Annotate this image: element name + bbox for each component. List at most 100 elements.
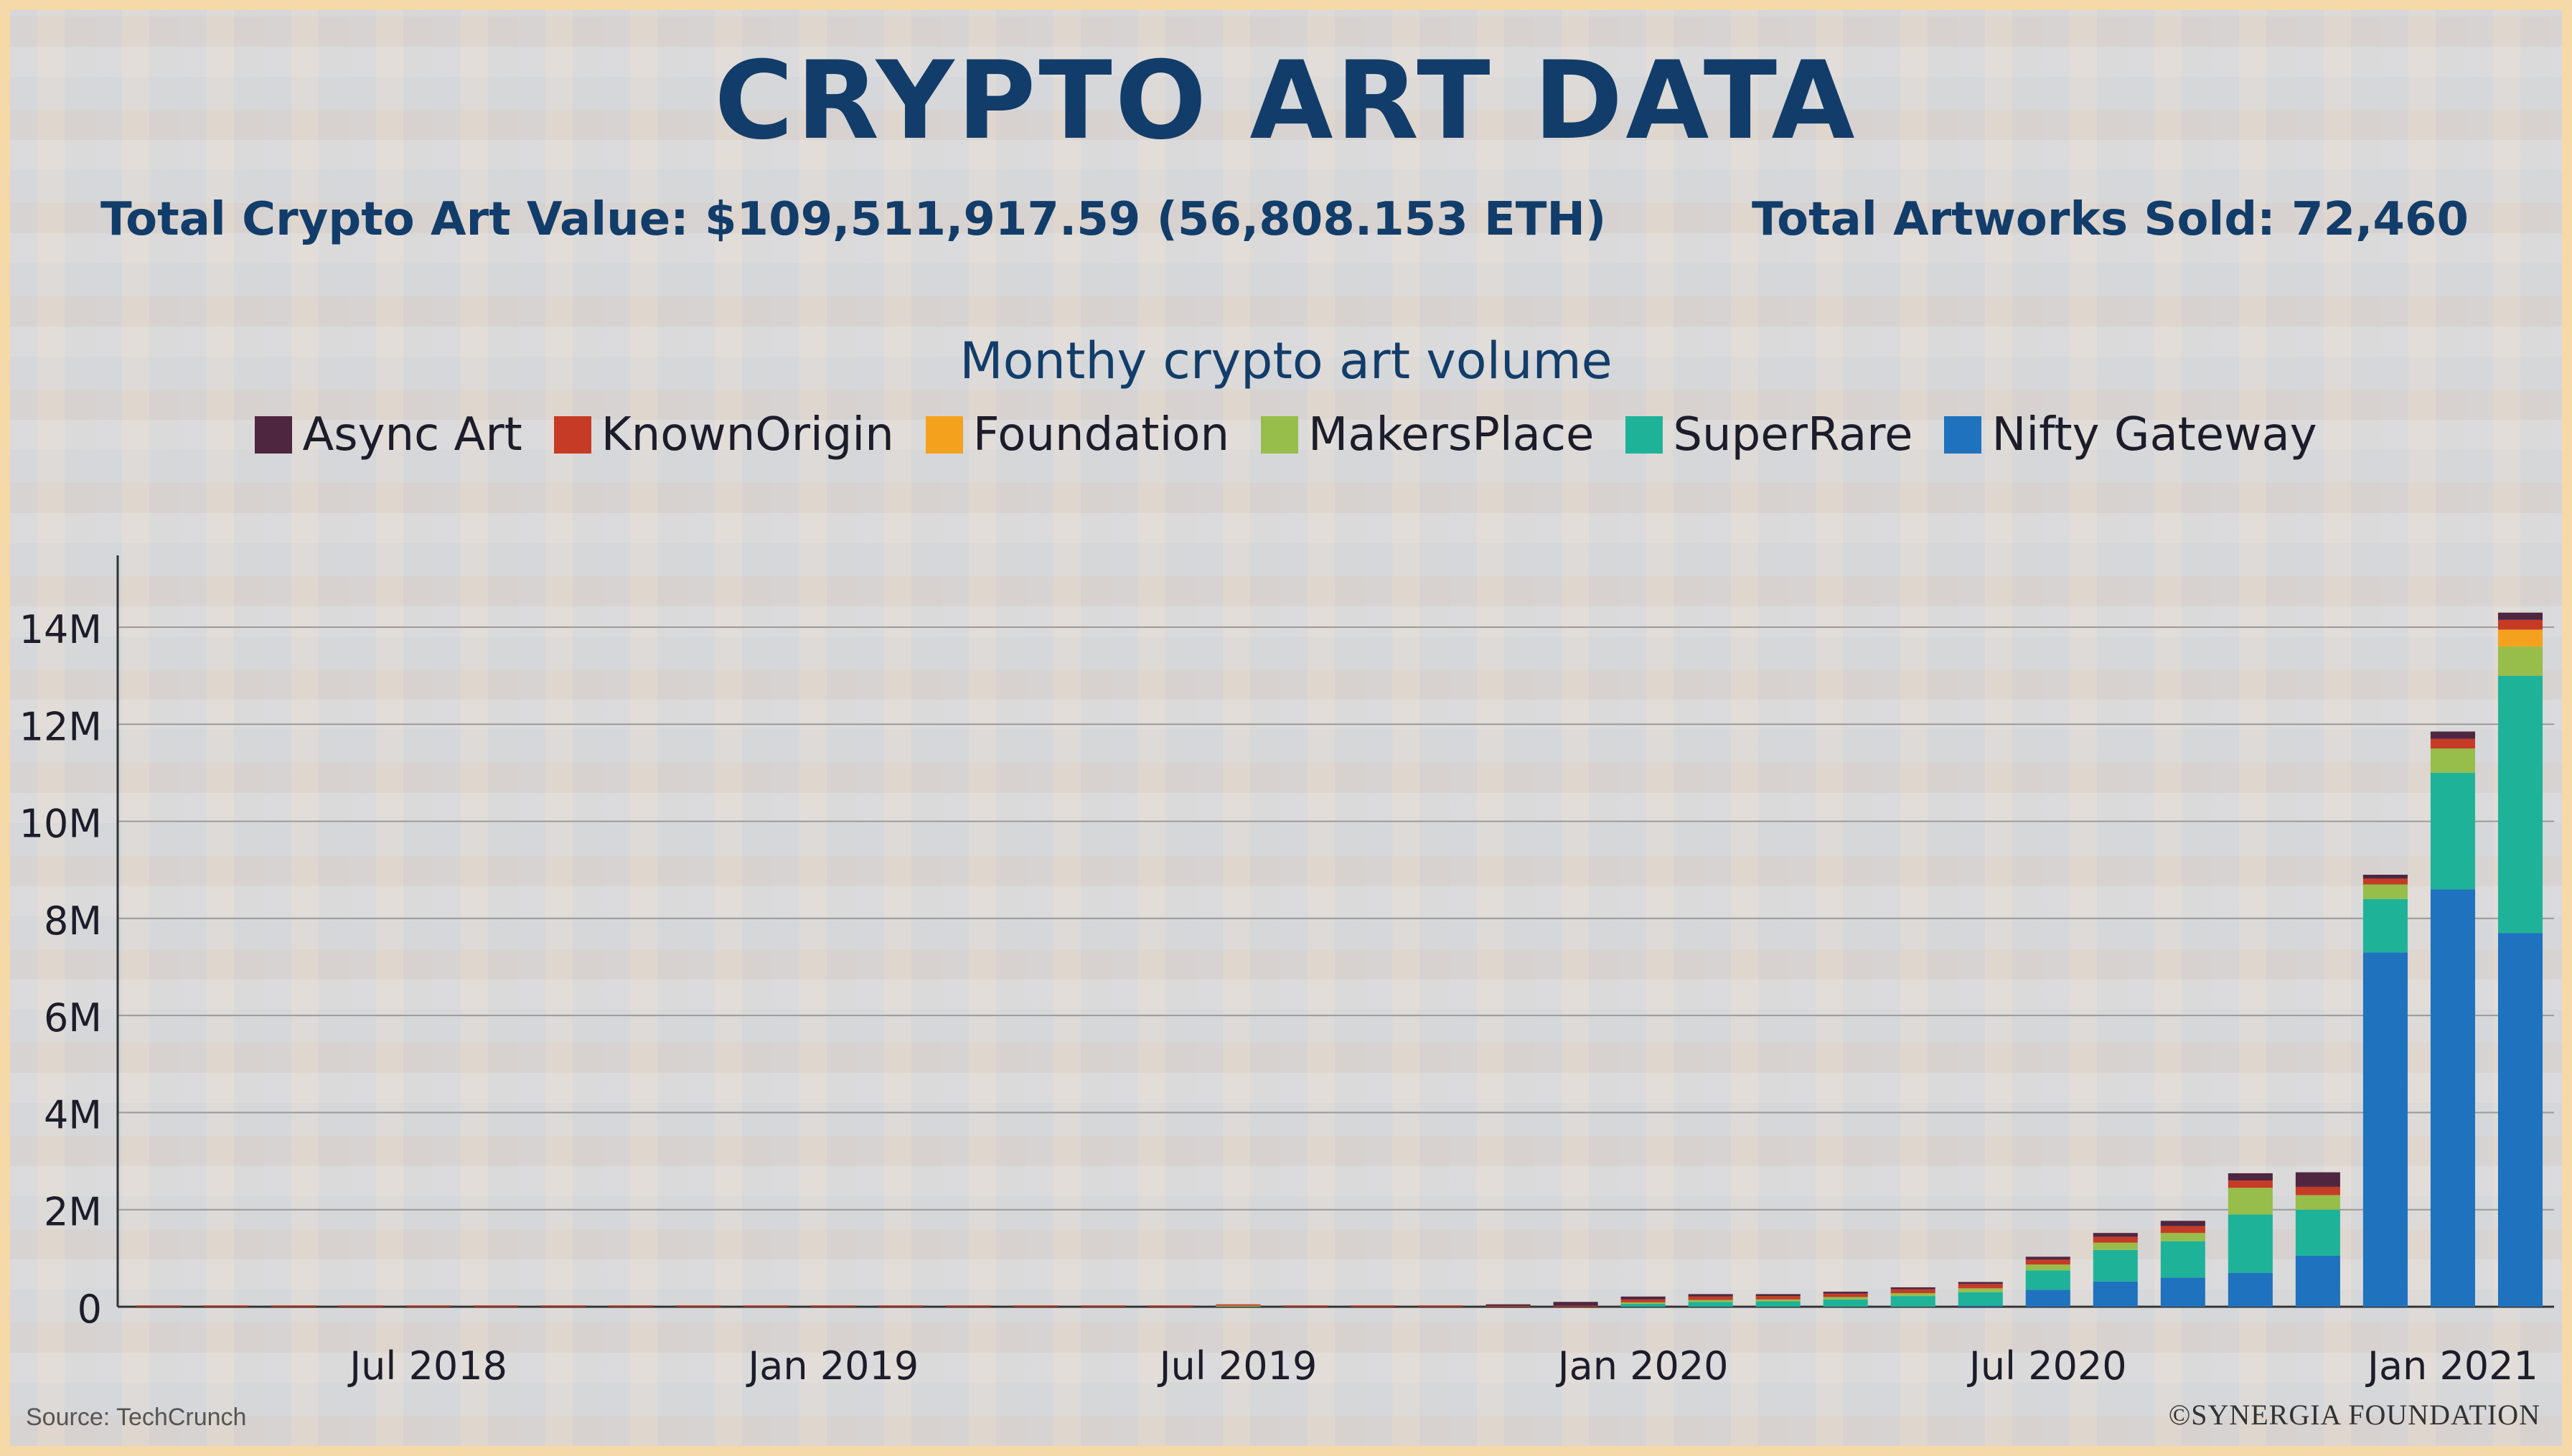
bar-segment-async-art	[1486, 1304, 1531, 1306]
x-tick-label: Jul 2020	[1967, 1343, 2127, 1389]
bar-segment-knownorigin	[2362, 878, 2408, 885]
x-tick-label: Jul 2019	[1158, 1343, 1318, 1389]
bar-segment-knownorigin	[1486, 1305, 1531, 1307]
y-tick-label: 0	[78, 1287, 102, 1332]
bar-segment-foundation	[2497, 629, 2543, 647]
chart-title: Monthy crypto art volume	[959, 332, 1613, 390]
y-tick-label: 2M	[44, 1190, 102, 1235]
legend-item-foundation: Foundation	[925, 408, 1229, 461]
legend-label: Nifty Gateway	[1991, 408, 2317, 461]
bar-segment-async-art	[2430, 731, 2475, 739]
bar-segment-nifty-gateway	[2093, 1281, 2138, 1307]
bar-segment-superrare	[2362, 898, 2408, 953]
legend-item-async-art: Async Art	[255, 408, 522, 461]
bar-segment-async-art	[1620, 1296, 1666, 1300]
bar-segment-knownorigin	[1081, 1305, 1126, 1307]
bar-segment-makersplace	[2295, 1195, 2340, 1210]
x-tick-label: Jan 2021	[2365, 1343, 2538, 1389]
legend-swatch	[1944, 416, 1982, 454]
bar-segment-knownorigin	[1351, 1305, 1396, 1307]
bar-segment-knownorigin	[1013, 1305, 1059, 1307]
bar-segment-async-art	[1958, 1282, 2003, 1284]
legend-label: SuperRare	[1673, 408, 1913, 461]
bar-segment-async-art	[2093, 1233, 2138, 1237]
bar-segment-makersplace	[1688, 1300, 1733, 1302]
bar-segment-makersplace	[2025, 1264, 2070, 1271]
bar-segment-async-art	[2228, 1173, 2273, 1181]
bar-segment-nifty-gateway	[2025, 1290, 2070, 1307]
bar-segment-nifty-gateway	[2362, 952, 2408, 1307]
bar-segment-async-art	[2295, 1172, 2340, 1187]
bar-segment-async-art	[1890, 1287, 1935, 1290]
bar-segment-async-art	[2025, 1257, 2070, 1260]
bar-segment-makersplace	[1890, 1293, 1935, 1297]
bar-segment-knownorigin	[1283, 1305, 1328, 1307]
source-note: Source: TechCrunch	[26, 1404, 247, 1431]
bar-segment-knownorigin	[1823, 1293, 1868, 1297]
bar-segment-knownorigin	[2093, 1236, 2138, 1243]
y-tick-label: 4M	[44, 1092, 102, 1137]
bar-segment-knownorigin	[946, 1305, 991, 1307]
bar-segment-nifty-gateway	[2228, 1272, 2273, 1307]
bar-segment-superrare	[2025, 1270, 2070, 1290]
legend-swatch	[1625, 416, 1663, 454]
y-tick-label: 8M	[44, 898, 102, 944]
legend-label: Foundation	[972, 408, 1229, 461]
bar-segment-knownorigin	[1890, 1289, 1935, 1294]
bar-segment-knownorigin	[2497, 619, 2543, 630]
page-title: CRYPTO ART DATA	[714, 39, 1858, 164]
bar-segment-nifty-gateway	[1958, 1305, 2003, 1307]
bar-segment-knownorigin	[204, 1305, 249, 1307]
bar-segment-knownorigin	[811, 1305, 856, 1307]
legend-swatch	[255, 416, 293, 454]
bar-segment-knownorigin	[2295, 1186, 2340, 1196]
bar-segment-async-art	[2497, 612, 2543, 620]
bar-segment-knownorigin	[2228, 1180, 2273, 1188]
bar-segment-knownorigin	[676, 1305, 721, 1307]
bar-segment-makersplace	[2093, 1242, 2138, 1250]
bar-segment-knownorigin	[1216, 1304, 1261, 1306]
bar-segment-knownorigin	[1553, 1305, 1598, 1307]
bar-segment-makersplace	[1823, 1297, 1868, 1300]
bar-segment-knownorigin	[2160, 1226, 2205, 1234]
bar-segment-makersplace	[1958, 1288, 2003, 1292]
bar-segment-superrare	[2228, 1214, 2273, 1273]
bar-segment-async-art	[2362, 874, 2408, 879]
bar-segment-nifty-gateway	[2497, 933, 2543, 1307]
legend-label: KnownOrigin	[601, 408, 894, 461]
bar-segment-makersplace	[2362, 884, 2408, 899]
legend-swatch	[1261, 416, 1298, 454]
bar-segment-superrare	[2295, 1209, 2340, 1256]
bar-segment-knownorigin	[541, 1305, 586, 1307]
bar-segment-makersplace	[2228, 1188, 2273, 1215]
bar-segment-makersplace	[2160, 1233, 2205, 1241]
bar-segment-async-art	[2160, 1221, 2205, 1226]
bar-segment-superrare	[2497, 675, 2543, 934]
x-tick-label: Jul 2018	[347, 1343, 507, 1389]
bar-segment-async-art	[1823, 1292, 1868, 1294]
bar-segment-nifty-gateway	[2295, 1255, 2340, 1307]
legend-item-nifty-gateway: Nifty Gateway	[1944, 408, 2317, 461]
y-tick-label: 6M	[44, 995, 102, 1041]
bar-segment-knownorigin	[878, 1305, 924, 1307]
total-sold-stat: Total Artworks Sold: 72,460	[1751, 193, 2469, 246]
bar-segment-knownorigin	[474, 1305, 519, 1307]
bar-segment-superrare	[1620, 1303, 1666, 1307]
bar-segment-knownorigin	[2430, 738, 2475, 749]
legend-label: MakersPlace	[1308, 408, 1595, 461]
bar-segment-makersplace	[2430, 748, 2475, 773]
bar-segment-knownorigin	[271, 1305, 316, 1307]
bar-segment-superrare	[1688, 1302, 1733, 1307]
bar-segment-makersplace	[1216, 1305, 1261, 1307]
y-tick-label: 14M	[19, 607, 102, 652]
bar-segment-knownorigin	[1148, 1305, 1193, 1307]
legend-swatch	[925, 416, 963, 454]
bar-segment-superrare	[2160, 1241, 2205, 1278]
legend-item-superrare: SuperRare	[1625, 408, 1912, 461]
x-tick-label: Jan 2019	[746, 1343, 919, 1389]
bar-segment-nifty-gateway	[2160, 1277, 2205, 1307]
bar-segment-superrare	[2093, 1249, 2138, 1282]
bar-segment-async-art	[1553, 1302, 1598, 1306]
bar-segment-knownorigin	[136, 1305, 182, 1307]
